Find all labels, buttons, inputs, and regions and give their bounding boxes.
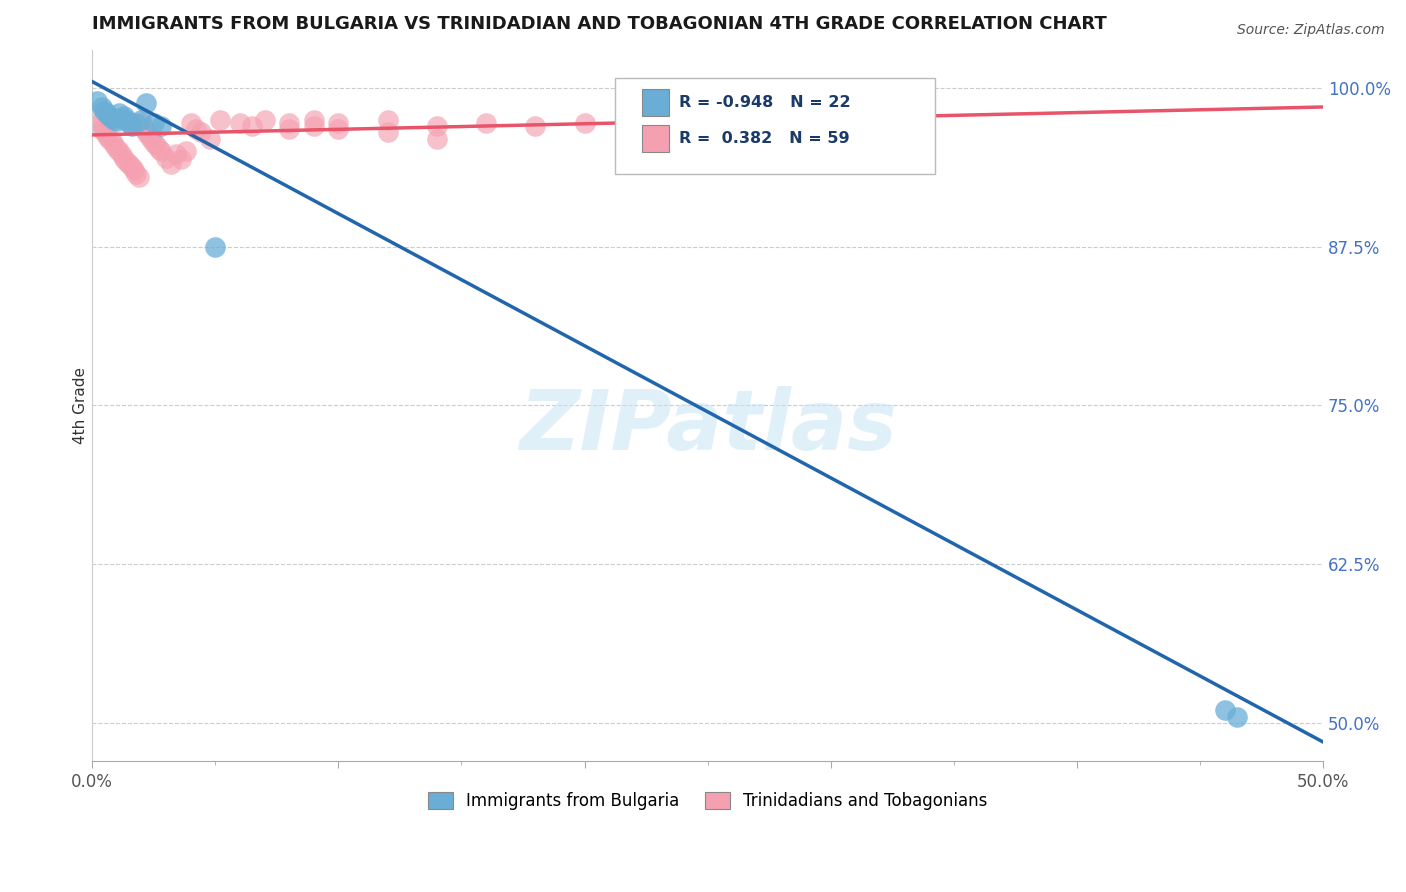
- Legend: Immigrants from Bulgaria, Trinidadians and Tobagonians: Immigrants from Bulgaria, Trinidadians a…: [422, 785, 994, 817]
- Point: [1213, 703, 1236, 717]
- Point: [108, 106, 131, 120]
- Point: [426, 119, 449, 133]
- Y-axis label: 4th Grade: 4th Grade: [73, 367, 87, 444]
- Point: [180, 116, 202, 130]
- Point: [135, 96, 157, 111]
- Point: [229, 116, 252, 130]
- Point: [93, 103, 115, 118]
- Point: [209, 112, 232, 127]
- Point: [623, 119, 645, 133]
- Point: [86, 112, 108, 127]
- Point: [93, 125, 115, 139]
- Point: [105, 142, 128, 156]
- Point: [204, 240, 226, 254]
- Point: [190, 125, 212, 139]
- Point: [131, 116, 153, 130]
- Point: [112, 109, 135, 123]
- Point: [111, 112, 134, 126]
- Point: [91, 100, 114, 114]
- Point: [91, 121, 114, 136]
- Point: [770, 119, 793, 133]
- Point: [101, 112, 124, 126]
- Point: [118, 157, 141, 171]
- Point: [377, 112, 399, 127]
- Point: [132, 121, 155, 136]
- Point: [98, 132, 121, 146]
- Point: [103, 112, 125, 127]
- Point: [86, 94, 108, 108]
- Text: Source: ZipAtlas.com: Source: ZipAtlas.com: [1237, 23, 1385, 37]
- Point: [150, 119, 173, 133]
- Point: [141, 132, 163, 146]
- Point: [131, 112, 153, 127]
- Point: [165, 147, 187, 161]
- Point: [820, 121, 842, 136]
- Point: [96, 106, 118, 120]
- Point: [125, 167, 148, 181]
- FancyBboxPatch shape: [643, 89, 669, 117]
- Point: [108, 145, 131, 159]
- Point: [103, 138, 125, 153]
- Point: [145, 138, 167, 153]
- Point: [115, 112, 138, 127]
- Text: R = -0.948   N = 22: R = -0.948 N = 22: [679, 95, 851, 111]
- Point: [278, 116, 301, 130]
- Point: [142, 136, 165, 150]
- Point: [574, 116, 596, 130]
- Point: [174, 145, 197, 159]
- Point: [240, 119, 263, 133]
- Point: [121, 160, 143, 174]
- Point: [820, 119, 842, 133]
- Point: [426, 132, 449, 146]
- Point: [89, 116, 111, 130]
- Point: [302, 119, 325, 133]
- Point: [98, 109, 121, 123]
- Point: [96, 129, 118, 144]
- Point: [101, 134, 124, 148]
- Point: [105, 114, 128, 128]
- Point: [200, 132, 222, 146]
- Point: [253, 112, 276, 127]
- Point: [115, 154, 138, 169]
- Text: R =  0.382   N = 59: R = 0.382 N = 59: [679, 131, 851, 146]
- Point: [135, 125, 157, 139]
- Point: [475, 116, 498, 130]
- Point: [128, 169, 150, 184]
- Point: [122, 163, 145, 178]
- Point: [278, 121, 301, 136]
- Point: [155, 151, 177, 165]
- Point: [170, 152, 193, 166]
- Point: [328, 121, 350, 136]
- Point: [112, 152, 135, 166]
- FancyBboxPatch shape: [643, 126, 669, 153]
- Point: [1226, 709, 1249, 723]
- Point: [138, 129, 160, 144]
- Point: [111, 148, 134, 162]
- Point: [118, 116, 141, 130]
- Point: [524, 119, 547, 133]
- Point: [328, 116, 350, 130]
- Point: [148, 142, 170, 156]
- Point: [121, 119, 143, 133]
- Point: [125, 116, 148, 130]
- Point: [142, 116, 165, 130]
- Text: ZIPatlas: ZIPatlas: [519, 386, 897, 467]
- Point: [696, 112, 718, 127]
- FancyBboxPatch shape: [616, 78, 935, 174]
- Point: [302, 112, 325, 127]
- Point: [377, 125, 399, 139]
- Point: [160, 157, 183, 171]
- Point: [184, 121, 207, 136]
- Point: [770, 116, 793, 130]
- Point: [150, 145, 173, 159]
- Text: IMMIGRANTS FROM BULGARIA VS TRINIDADIAN AND TOBAGONIAN 4TH GRADE CORRELATION CHA: IMMIGRANTS FROM BULGARIA VS TRINIDADIAN …: [93, 15, 1107, 33]
